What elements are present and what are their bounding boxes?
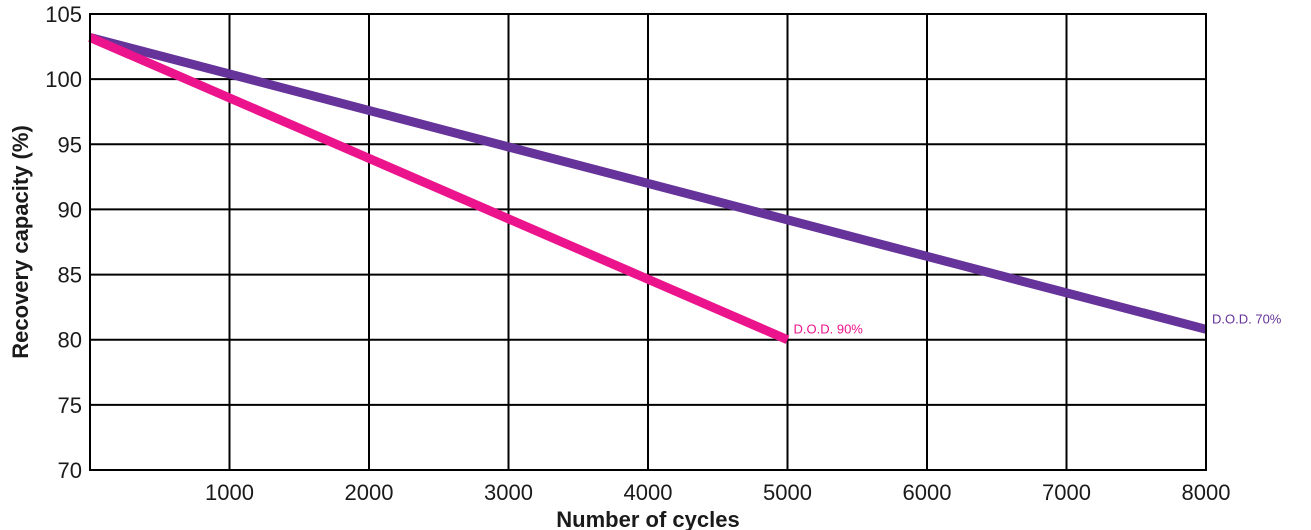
x-tick-label: 8000	[1182, 480, 1231, 505]
x-tick-label: 7000	[1042, 480, 1091, 505]
y-tick-label: 75	[58, 393, 82, 418]
series-label: D.O.D. 70%	[1212, 311, 1282, 326]
y-tick-label: 95	[58, 132, 82, 157]
y-tick-label: 90	[58, 197, 82, 222]
x-tick-label: 1000	[205, 480, 254, 505]
x-tick-label: 3000	[484, 480, 533, 505]
x-axis-ticks: 1000 2000 3000 4000 5000 6000 7000 8000	[205, 480, 1230, 505]
x-tick-label: 5000	[763, 480, 812, 505]
y-axis-title: Recovery capacity (%)	[8, 125, 33, 359]
series-line	[88, 33, 1208, 334]
grid	[90, 14, 1206, 470]
y-tick-label: 105	[45, 2, 82, 27]
x-tick-label: 4000	[624, 480, 673, 505]
y-axis-ticks: 70 75 80 85 90 95 100 105	[45, 2, 82, 483]
x-axis-title: Number of cycles	[556, 507, 739, 530]
y-tick-label: 100	[45, 67, 82, 92]
series-label: D.O.D. 90%	[794, 322, 864, 337]
series-labels: D.O.D. 70% D.O.D. 90%	[794, 311, 1282, 336]
x-tick-label: 6000	[903, 480, 952, 505]
series-group	[88, 33, 1208, 344]
y-tick-label: 80	[58, 328, 82, 353]
plot-frame	[89, 13, 1207, 471]
y-tick-label: 70	[58, 458, 82, 483]
y-tick-label: 85	[58, 263, 82, 288]
x-tick-label: 2000	[345, 480, 394, 505]
series-line	[88, 33, 790, 344]
